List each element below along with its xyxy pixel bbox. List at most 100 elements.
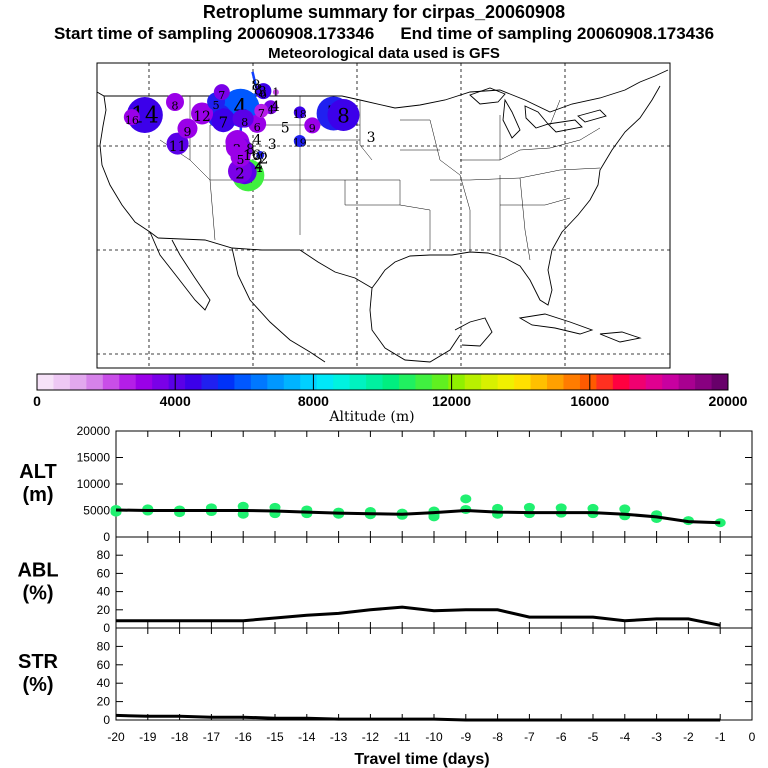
colorbar-swatch [563,374,581,390]
mexico-border [157,237,373,289]
map-label: 4 [271,99,280,115]
map-marker-label: 6 [254,121,261,134]
met-data-note: Meteorological data used is GFS [268,45,500,62]
colorbar-swatch [530,374,548,390]
colorbar-swatch [267,374,285,390]
x-tick-label: -3 [651,730,662,744]
map-label: 3 [367,130,376,146]
cuba [518,313,594,335]
colorbar-swatch [382,374,400,390]
colorbar-swatch [678,374,696,390]
colorbar-swatch [86,374,104,390]
colorbar-swatch [316,374,334,390]
map-marker-label: 11 [169,139,187,155]
baja [149,231,211,311]
colorbar-swatch [119,374,137,390]
end-time: End time of sampling 20060908.173436 [400,24,715,43]
y-axis-label-unit: (m) [22,484,53,506]
mexico-east [369,287,461,363]
map-label: 4 [254,160,263,176]
x-tick-label: -8 [492,730,503,744]
x-tick-label: -16 [235,730,253,744]
x-axis-label: Travel time (days) [354,751,489,768]
map-marker-label: 7 [219,114,229,132]
colorbar-frame [36,373,729,391]
colorbar-swatch [333,374,350,390]
colorbar-swatch [431,374,449,390]
y-axis-label: ABL (%) [17,560,58,605]
map-label: 16 [243,148,261,164]
map-marker [177,118,198,139]
colorbar-swatch [398,374,416,390]
colorbar-tick-label: 8000 [298,393,329,409]
x-tick-label: -14 [298,730,316,744]
colorbar-title: Altitude (m) [328,409,414,425]
map-label: 8 [246,142,255,158]
colorbar-swatch [547,374,564,390]
panel-alt: 0 5000 10000 15000 20000 ALT (m) [19,424,753,544]
y-axis-label: STR (%) [18,651,59,696]
y-axis-label: ALT (m) [19,461,56,506]
map-marker-label: 9 [309,122,316,135]
colorbar-swatch [448,374,466,390]
colorbar-swatch [695,374,712,390]
x-tick-label: -11 [394,730,411,744]
map-marker-label: 8 [241,116,248,129]
map-marker [191,102,214,125]
west-coast [99,95,159,239]
colorbar-swatch [711,374,729,390]
panel-frame [115,536,753,629]
x-tick-label: -13 [330,730,348,744]
map-marker-label: 5 [212,99,219,112]
colorbar-swatch [283,374,301,390]
colorbar-swatch [37,374,54,390]
colorbar-tick-label: 4000 [160,393,191,409]
y-tick-label: 40 [97,676,111,690]
colorbar-tick-label: 16000 [570,393,609,409]
canada-us-border [96,69,669,113]
chart-title: Retroplume summary for cirpas_20060908 [202,2,566,22]
map-marker [293,135,306,147]
map-label: 8 [252,78,261,94]
gulf-coast [371,85,661,306]
colorbar-swatch [579,374,597,390]
colorbar-swatch [349,374,367,390]
map-marker [254,103,269,118]
y-tick-label: 20 [97,603,111,617]
colorbar-swatch [497,374,515,390]
y-axis-label-line: STR [18,651,59,673]
x-tick-label: -20 [107,730,125,744]
colorbar-swatch [168,374,186,390]
x-tick-label: 0 [749,730,756,744]
sampling-times: Start time of sampling 20060908.173346 En… [0,24,768,44]
great-lakes [469,87,607,139]
alt-median-line [115,508,721,525]
panel-abl: 0 20 40 60 80 ABL (%) [17,536,753,635]
colorbar-swatch [152,374,170,390]
map-marker [211,108,236,133]
map-label: 5 [281,120,290,136]
x-tick-label: -4 [619,730,630,744]
map-marker-label: 6 [260,88,267,101]
altitude-colorbar: 0 4000 8000 12000 16000 20000 Altitude (m) [33,373,748,425]
colorbar-swatch [514,374,531,390]
x-tick-label: -17 [203,730,221,744]
map-label: 8 [254,83,263,99]
map-marker-label: 8 [171,99,178,112]
map-marker-layer: 414718221077331211596485871696471819201 [123,83,360,192]
map-panel: 414718221077331211596485871696471819201 … [96,62,671,369]
colorbar-swatch [69,374,87,390]
map-marker [228,159,252,184]
map-marker-label: 16 [125,114,139,127]
map-marker [235,109,254,128]
map-marker [230,146,251,167]
y-tick-label: 80 [97,639,111,653]
y-tick-label: 15000 [77,451,111,465]
str-line [115,713,721,722]
map-marker [166,132,189,155]
mexico-west [231,247,326,363]
y-tick-label: 80 [97,548,111,562]
yucatan [454,317,493,347]
state-borders [159,96,601,261]
